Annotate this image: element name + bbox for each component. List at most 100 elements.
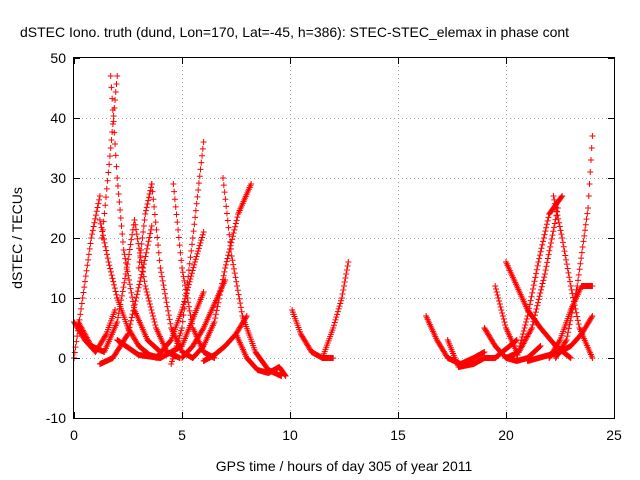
data-point (222, 196, 229, 203)
data-point (518, 337, 525, 343)
data-point (144, 242, 151, 249)
data-point (227, 238, 234, 245)
data-point (113, 81, 120, 87)
data-series (550, 193, 596, 361)
data-point (552, 216, 559, 223)
data-point (134, 291, 141, 298)
grid-layer (74, 58, 614, 418)
data-point (126, 277, 133, 283)
data-point (107, 145, 114, 151)
data-point (541, 271, 548, 277)
data-point (551, 220, 558, 227)
data-point (172, 203, 179, 210)
data-point (118, 292, 125, 299)
data-point (181, 298, 188, 305)
data-point (574, 317, 581, 324)
data-point (182, 292, 189, 299)
data-point (196, 173, 203, 180)
data-point (73, 338, 80, 345)
data-point (107, 268, 114, 275)
data-point (148, 307, 155, 313)
y-tick-label: 40 (50, 110, 66, 126)
data-point (116, 305, 123, 312)
data-point (533, 270, 540, 277)
data-point (535, 296, 542, 303)
x-tick-label: 25 (606, 427, 622, 443)
data-point (545, 214, 552, 221)
data-point (523, 316, 530, 322)
data-point (168, 358, 175, 365)
data-point (541, 274, 548, 281)
data-point (538, 286, 545, 293)
data-point (496, 298, 503, 304)
data-point (118, 297, 125, 304)
data-point (127, 241, 134, 248)
data-point (123, 266, 130, 273)
data-point (538, 283, 545, 290)
data-point (129, 294, 136, 301)
data-point (547, 243, 554, 250)
data-point (558, 194, 565, 201)
data-point (335, 305, 342, 312)
data-point (136, 259, 143, 265)
data-point (230, 261, 237, 268)
data-point (161, 286, 168, 293)
data-point (103, 251, 110, 258)
data-point (519, 331, 526, 337)
data-point (84, 262, 91, 269)
data-point (548, 236, 555, 243)
data-point (142, 283, 149, 289)
data-point (554, 212, 561, 219)
data-point (82, 273, 89, 280)
data-point (129, 231, 136, 238)
data-point (121, 279, 128, 286)
data-point (81, 284, 88, 291)
data-point (175, 234, 182, 241)
data-point (185, 303, 192, 310)
data-point (181, 305, 188, 312)
data-point (129, 311, 136, 318)
data-point (199, 145, 206, 152)
data-point (185, 267, 192, 274)
data-point (103, 194, 110, 201)
data-point (536, 343, 543, 350)
plot-frame (73, 57, 615, 419)
data-point (147, 304, 154, 310)
data-point (567, 278, 574, 285)
data-point (223, 210, 230, 217)
data-point (341, 279, 348, 285)
data-point (195, 180, 202, 187)
data-series (319, 259, 352, 361)
data-point (547, 239, 554, 246)
data-point (234, 283, 241, 289)
data-point (340, 287, 347, 293)
data-point (527, 297, 534, 304)
x-axis-label: GPS time / hours of day 305 of year 2011 (216, 458, 473, 474)
data-point (87, 240, 94, 247)
data-point (220, 182, 227, 189)
data-point (567, 355, 574, 361)
data-point (589, 313, 596, 319)
data-point (225, 224, 232, 231)
data-point (567, 354, 574, 361)
data-point (198, 159, 205, 166)
data-point (112, 307, 119, 313)
data-point (174, 340, 181, 347)
data-point (126, 246, 133, 253)
data-point (142, 253, 149, 260)
data-point (133, 231, 140, 238)
data-point (198, 237, 205, 244)
data-point (331, 319, 338, 326)
data-point (113, 163, 120, 170)
data-point (112, 141, 119, 147)
data-point (117, 301, 124, 308)
data-point (88, 235, 95, 241)
data-point (197, 166, 204, 173)
data-point (515, 349, 522, 355)
data-point (578, 249, 585, 256)
data-point (109, 107, 116, 113)
data-point (192, 207, 199, 214)
data-point (119, 231, 126, 237)
data-point (543, 224, 550, 231)
data-point (589, 133, 596, 139)
